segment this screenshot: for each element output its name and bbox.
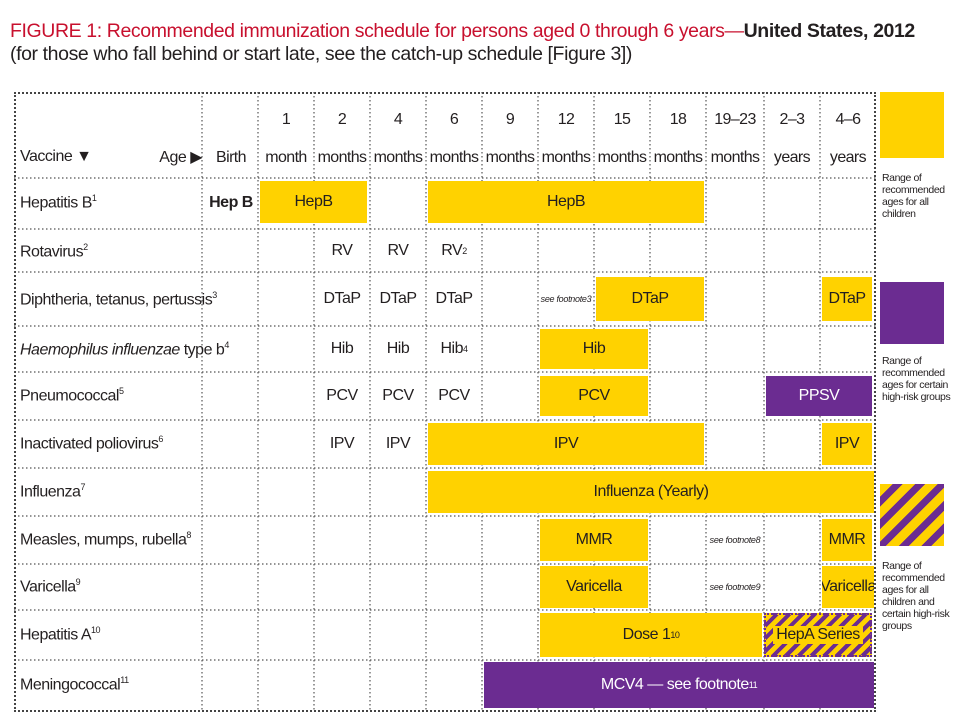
age-header-18-top: 18	[669, 110, 687, 128]
dtap-footnote-note: see footnote 3	[540, 294, 592, 304]
hib-2-months: Hib	[330, 340, 354, 357]
vaccine-column-header: Vaccine ▼	[20, 148, 92, 165]
pcv-4-months: PCV	[382, 387, 414, 404]
row-label-meningococcal: Meningococcal11	[20, 675, 129, 694]
rv-2-months: RV	[331, 242, 353, 259]
hepb-bar-6-18-months: HepB	[428, 181, 704, 223]
varicella-footnote-note: see footnote 9	[709, 582, 761, 592]
legend-yellow-text: Range of recommended ages for all childr…	[882, 172, 945, 220]
age-header-2-3y-top: 2–3	[779, 110, 806, 128]
pcv-bar-12-15-months: PCV	[540, 376, 648, 416]
age-header-15-bottom: months	[597, 148, 647, 166]
age-header-4-top: 4	[393, 110, 403, 128]
row-label-pneumococcal: Pneumococcal5	[20, 386, 124, 405]
age-header-12-top: 12	[557, 110, 575, 128]
legend-hatched-swatch	[880, 484, 944, 546]
age-header-4-6y-bottom: years	[829, 148, 867, 166]
legend-yellow-swatch	[880, 92, 944, 158]
varicella-bar-12-15-months: Varicella	[540, 566, 648, 608]
age-header-9-bottom: months	[485, 148, 535, 166]
hepa-series-bar: HepA Series	[764, 613, 872, 657]
row-label-influenza: Influenza7	[20, 482, 85, 501]
dtap-bar-15-18-months: DTaP	[596, 277, 704, 321]
mmr-footnote-note: see footnote 8	[709, 535, 761, 545]
rv-4-months: RV	[387, 242, 409, 259]
dtap-4-6-years: DTaP	[822, 277, 872, 321]
title-country-year: United States, 2012	[743, 20, 916, 42]
mmr-4-6-years: MMR	[822, 519, 872, 561]
row-label-poliovirus: Inactivated poliovirus6	[20, 434, 163, 453]
age-header-9-top: 9	[505, 110, 515, 128]
ppsv-bar-2-6-years: PPSV	[766, 376, 872, 416]
mmr-bar-12-15-months: MMR	[540, 519, 648, 561]
legend-hatched-text: Range of recommended ages for all childr…	[882, 560, 950, 632]
hib-bar-12-15-months: Hib	[540, 329, 648, 369]
age-header-12-bottom: months	[541, 148, 591, 166]
pcv-6-months: PCV	[438, 387, 470, 404]
age-header-4-bottom: months	[373, 148, 423, 166]
age-header-2-top: 2	[337, 110, 347, 128]
age-header-19-23-bottom: months	[710, 148, 760, 166]
age-header-2-3y-bottom: years	[773, 148, 811, 166]
pcv-2-months: PCV	[326, 387, 358, 404]
influenza-yearly-bar: Influenza (Yearly)	[428, 471, 874, 513]
legend-purple-swatch	[880, 282, 944, 344]
age-row-header: Age ▶	[159, 149, 202, 166]
age-header-19-23-top: 19–23	[714, 110, 756, 128]
age-header-2-bottom: months	[317, 148, 367, 166]
row-label-hepatitis-b: Hepatitis B1	[20, 193, 97, 212]
age-header-birth: Birth	[216, 148, 247, 166]
title-figure-label: FIGURE 1: Recommended immunization sched…	[10, 20, 744, 42]
hib-4-months: Hib	[386, 340, 410, 357]
row-label-mmr: Measles, mumps, rubella8	[20, 530, 191, 549]
dtap-4-months: DTaP	[379, 290, 417, 307]
hib-6-months: Hib 4	[440, 340, 468, 357]
row-label-hib: Haemophilus influenzae type b4	[20, 340, 229, 359]
age-header-4-6y-top: 4–6	[835, 110, 862, 128]
figure-title: FIGURE 1: Recommended immunization sched…	[10, 20, 940, 66]
rv-6-months: RV 2	[441, 242, 467, 259]
age-header-1-bottom: month	[265, 148, 307, 166]
dtap-2-months: DTaP	[323, 290, 361, 307]
hepb-bar-1-2-months: HepB	[260, 181, 367, 223]
ipv-bar-6-18-months: IPV	[428, 423, 704, 465]
row-label-hepatitis-a: Hepatitis A10	[20, 625, 101, 644]
legend-purple-text: Range of recommended ages for certain hi…	[882, 355, 951, 403]
age-header-1-top: 1	[281, 110, 291, 128]
dtap-6-months: DTaP	[435, 290, 473, 307]
ipv-4-6-years: IPV	[822, 423, 872, 465]
hepb-birth-dose: Hep B	[209, 194, 253, 211]
row-label-rotavirus: Rotavirus2	[20, 242, 88, 261]
schedule-table	[14, 92, 876, 712]
ipv-4-months: IPV	[385, 435, 411, 452]
ipv-2-months: IPV	[329, 435, 355, 452]
varicella-4-6-years: Varicella	[822, 566, 874, 608]
age-header-6-top: 6	[449, 110, 459, 128]
title-note: (for those who fall behind or start late…	[10, 43, 633, 65]
age-header-6-bottom: months	[429, 148, 479, 166]
row-label-varicella: Varicella9	[20, 577, 81, 596]
row-label-dtap: Diphtheria, tetanus, pertussis3	[20, 290, 217, 309]
mcv4-bar: MCV4 — see footnote 11	[484, 662, 874, 708]
hepa-dose1-bar: Dose 1 10	[540, 613, 762, 657]
age-header-18-bottom: months	[653, 148, 703, 166]
age-header-15-top: 15	[613, 110, 631, 128]
